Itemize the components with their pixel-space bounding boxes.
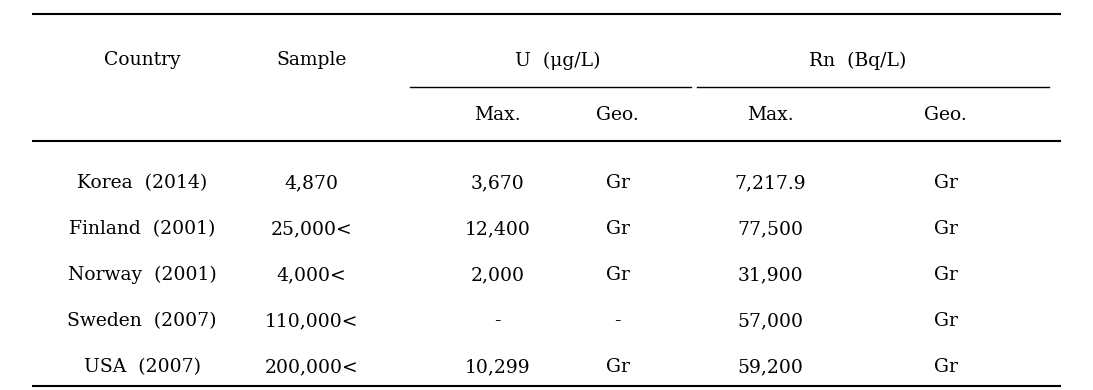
Text: Rn  (Bq/L): Rn (Bq/L) — [809, 51, 907, 69]
Text: -: - — [494, 312, 501, 330]
Text: 10,299: 10,299 — [465, 358, 530, 376]
Text: U  (μg/L): U (μg/L) — [515, 51, 600, 69]
Text: Gr: Gr — [933, 220, 957, 238]
Text: 57,000: 57,000 — [738, 312, 803, 330]
Text: -: - — [614, 312, 621, 330]
Text: 7,217.9: 7,217.9 — [734, 174, 807, 192]
Text: 77,500: 77,500 — [738, 220, 803, 238]
Text: 3,670: 3,670 — [470, 174, 525, 192]
Text: USA  (2007): USA (2007) — [83, 358, 201, 376]
Text: Geo.: Geo. — [924, 106, 967, 124]
Text: Gr: Gr — [933, 358, 957, 376]
Text: Sweden  (2007): Sweden (2007) — [68, 312, 216, 330]
Text: 200,000<: 200,000< — [265, 358, 359, 376]
Text: 25,000<: 25,000< — [271, 220, 352, 238]
Text: 59,200: 59,200 — [738, 358, 803, 376]
Text: Gr: Gr — [606, 174, 630, 192]
Text: Country: Country — [104, 51, 180, 69]
Text: Gr: Gr — [933, 174, 957, 192]
Text: Sample: Sample — [277, 51, 346, 69]
Text: 4,000<: 4,000< — [277, 266, 346, 284]
Text: Finland  (2001): Finland (2001) — [69, 220, 215, 238]
Text: Max.: Max. — [474, 106, 520, 124]
Text: Gr: Gr — [933, 312, 957, 330]
Text: Gr: Gr — [606, 220, 630, 238]
Text: 2,000: 2,000 — [470, 266, 525, 284]
Text: Gr: Gr — [606, 266, 630, 284]
Text: 12,400: 12,400 — [465, 220, 530, 238]
Text: 31,900: 31,900 — [738, 266, 803, 284]
Text: Norway  (2001): Norway (2001) — [68, 266, 216, 284]
Text: 4,870: 4,870 — [284, 174, 339, 192]
Text: Gr: Gr — [606, 358, 630, 376]
Text: Max.: Max. — [748, 106, 794, 124]
Text: Geo.: Geo. — [596, 106, 639, 124]
Text: Gr: Gr — [933, 266, 957, 284]
Text: Korea  (2014): Korea (2014) — [77, 174, 208, 192]
Text: 110,000<: 110,000< — [265, 312, 359, 330]
